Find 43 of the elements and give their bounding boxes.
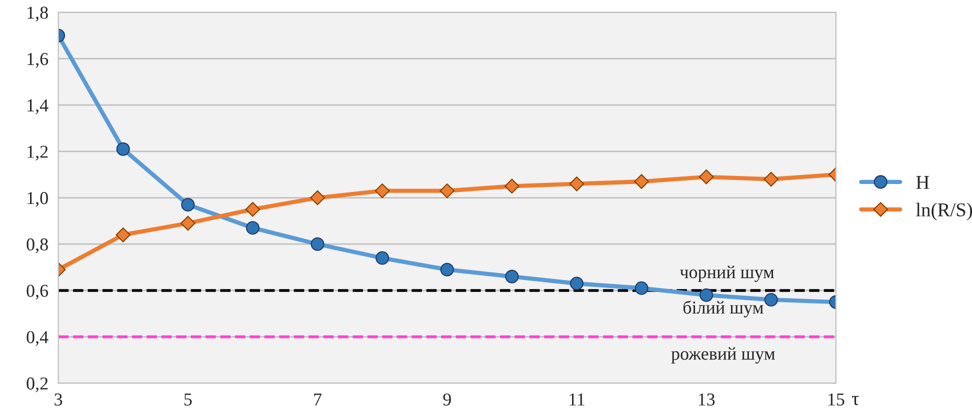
y-tick-label: 1,4 xyxy=(28,99,48,114)
point xyxy=(310,190,325,206)
point xyxy=(181,198,195,212)
point xyxy=(634,174,649,189)
x-axis-title: τ xyxy=(852,396,859,406)
y-tick-label: 1,8 xyxy=(28,6,48,22)
point xyxy=(116,227,131,242)
legend-label: H xyxy=(916,176,930,189)
legend-label: ln(R/S) xyxy=(916,202,972,220)
x-tick-label: 5 xyxy=(184,394,192,406)
x-tick-label: 11 xyxy=(570,393,584,406)
point xyxy=(505,270,519,284)
point xyxy=(374,183,390,198)
point xyxy=(569,176,584,192)
x-tick-label: 15 xyxy=(828,393,844,406)
point xyxy=(504,178,520,194)
y-tick-label: 0,2 xyxy=(26,377,48,392)
y-tick-label: 0,4 xyxy=(26,331,48,346)
annotation: рожевий шум xyxy=(671,347,775,364)
point xyxy=(634,281,648,295)
point xyxy=(246,221,260,235)
annotation: білий шум xyxy=(683,300,764,318)
point xyxy=(764,172,779,187)
point xyxy=(116,142,130,156)
x-tick-label: 7 xyxy=(314,394,322,406)
x-tick-label: 13 xyxy=(698,393,715,406)
y-tick-label: 1,6 xyxy=(28,53,48,68)
y-tick-label: 0,8 xyxy=(26,238,48,254)
point xyxy=(440,262,454,276)
y-tick-label: 1,0 xyxy=(28,192,48,207)
point xyxy=(440,183,455,198)
point xyxy=(376,251,390,265)
point xyxy=(570,276,584,290)
point xyxy=(180,216,196,231)
y-tick-label: 0,6 xyxy=(26,284,48,300)
point xyxy=(245,202,260,217)
annotation: чорний шум xyxy=(680,266,774,282)
y-tick-label: 1,2 xyxy=(28,146,48,160)
point xyxy=(310,237,324,251)
point xyxy=(698,170,714,184)
point xyxy=(764,292,778,306)
x-tick-label: 9 xyxy=(443,393,451,406)
x-tick-label: 3 xyxy=(54,393,62,406)
